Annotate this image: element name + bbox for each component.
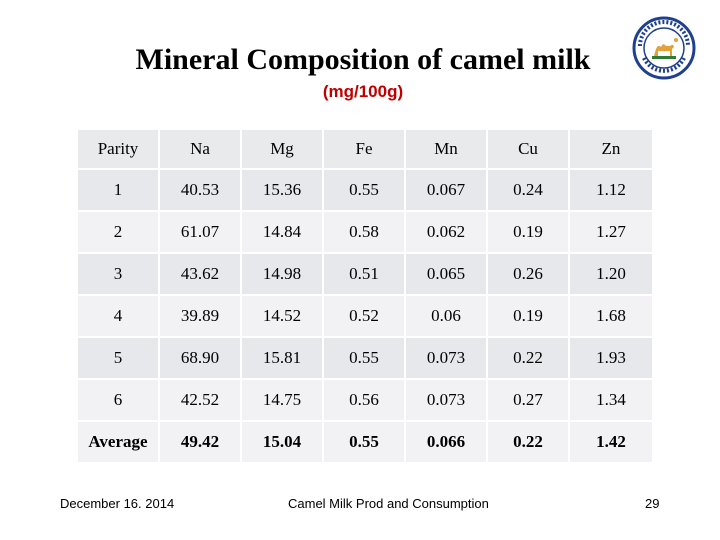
header-cu: Cu <box>488 130 570 170</box>
footer-title: Camel Milk Prod and Consumption <box>288 496 489 511</box>
table-row: 6 42.52 14.75 0.56 0.073 0.27 1.34 <box>78 380 652 422</box>
cell-mn: 0.073 <box>406 338 488 380</box>
cell-zn: 1.42 <box>570 422 652 462</box>
cell-fe: 0.55 <box>324 338 406 380</box>
cell-cu: 0.19 <box>488 212 570 254</box>
cell-mn: 0.065 <box>406 254 488 296</box>
cell-na: 43.62 <box>160 254 242 296</box>
cell-cu: 0.26 <box>488 254 570 296</box>
cell-zn: 1.27 <box>570 212 652 254</box>
mineral-composition-table: Parity Na Mg Fe Mn Cu Zn 1 40.53 15.36 0… <box>78 130 652 462</box>
cell-mn: 0.066 <box>406 422 488 462</box>
cell-parity: 5 <box>78 338 160 380</box>
cell-cu: 0.24 <box>488 170 570 212</box>
cell-cu: 0.27 <box>488 380 570 422</box>
header-parity: Parity <box>78 130 160 170</box>
table-row-average: Average 49.42 15.04 0.55 0.066 0.22 1.42 <box>78 422 652 462</box>
cell-fe: 0.55 <box>324 170 406 212</box>
cell-mn: 0.067 <box>406 170 488 212</box>
cell-mn: 0.073 <box>406 380 488 422</box>
table-row: 5 68.90 15.81 0.55 0.073 0.22 1.93 <box>78 338 652 380</box>
cell-fe: 0.55 <box>324 422 406 462</box>
header-na: Na <box>160 130 242 170</box>
cell-mg: 14.75 <box>242 380 324 422</box>
cell-zn: 1.93 <box>570 338 652 380</box>
cell-na: 49.42 <box>160 422 242 462</box>
cell-na: 61.07 <box>160 212 242 254</box>
slide-number: 29 <box>645 496 660 511</box>
cell-zn: 1.68 <box>570 296 652 338</box>
header-fe: Fe <box>324 130 406 170</box>
table-row: 4 39.89 14.52 0.52 0.06 0.19 1.68 <box>78 296 652 338</box>
cell-cu: 0.22 <box>488 422 570 462</box>
cell-zn: 1.20 <box>570 254 652 296</box>
table-row: 1 40.53 15.36 0.55 0.067 0.24 1.12 <box>78 170 652 212</box>
cell-mn: 0.06 <box>406 296 488 338</box>
table-row: 2 61.07 14.84 0.58 0.062 0.19 1.27 <box>78 212 652 254</box>
slide-title: Mineral Composition of camel milk <box>135 43 591 76</box>
cell-mg: 14.84 <box>242 212 324 254</box>
table-header-row: Parity Na Mg Fe Mn Cu Zn <box>78 130 652 170</box>
cell-mg: 15.81 <box>242 338 324 380</box>
cell-fe: 0.58 <box>324 212 406 254</box>
table-row: 3 43.62 14.98 0.51 0.065 0.26 1.20 <box>78 254 652 296</box>
cell-parity: 6 <box>78 380 160 422</box>
cell-parity: 2 <box>78 212 160 254</box>
cell-parity: 3 <box>78 254 160 296</box>
cell-na: 68.90 <box>160 338 242 380</box>
cell-mg: 15.36 <box>242 170 324 212</box>
header-mg: Mg <box>242 130 324 170</box>
cell-fe: 0.52 <box>324 296 406 338</box>
cell-mg: 15.04 <box>242 422 324 462</box>
cell-parity: Average <box>78 422 160 462</box>
cell-mg: 14.98 <box>242 254 324 296</box>
cell-zn: 1.34 <box>570 380 652 422</box>
cell-cu: 0.19 <box>488 296 570 338</box>
cell-zn: 1.12 <box>570 170 652 212</box>
cell-parity: 1 <box>78 170 160 212</box>
slide-subtitle: (mg/100g) <box>322 82 404 101</box>
cell-mn: 0.062 <box>406 212 488 254</box>
cell-na: 42.52 <box>160 380 242 422</box>
cell-fe: 0.56 <box>324 380 406 422</box>
header-zn: Zn <box>570 130 652 170</box>
header-mn: Mn <box>406 130 488 170</box>
cell-cu: 0.22 <box>488 338 570 380</box>
cell-fe: 0.51 <box>324 254 406 296</box>
cell-mg: 14.52 <box>242 296 324 338</box>
cell-parity: 4 <box>78 296 160 338</box>
cell-na: 40.53 <box>160 170 242 212</box>
cell-na: 39.89 <box>160 296 242 338</box>
camel-association-seal-icon <box>632 16 696 80</box>
footer-date: December 16. 2014 <box>60 496 175 511</box>
